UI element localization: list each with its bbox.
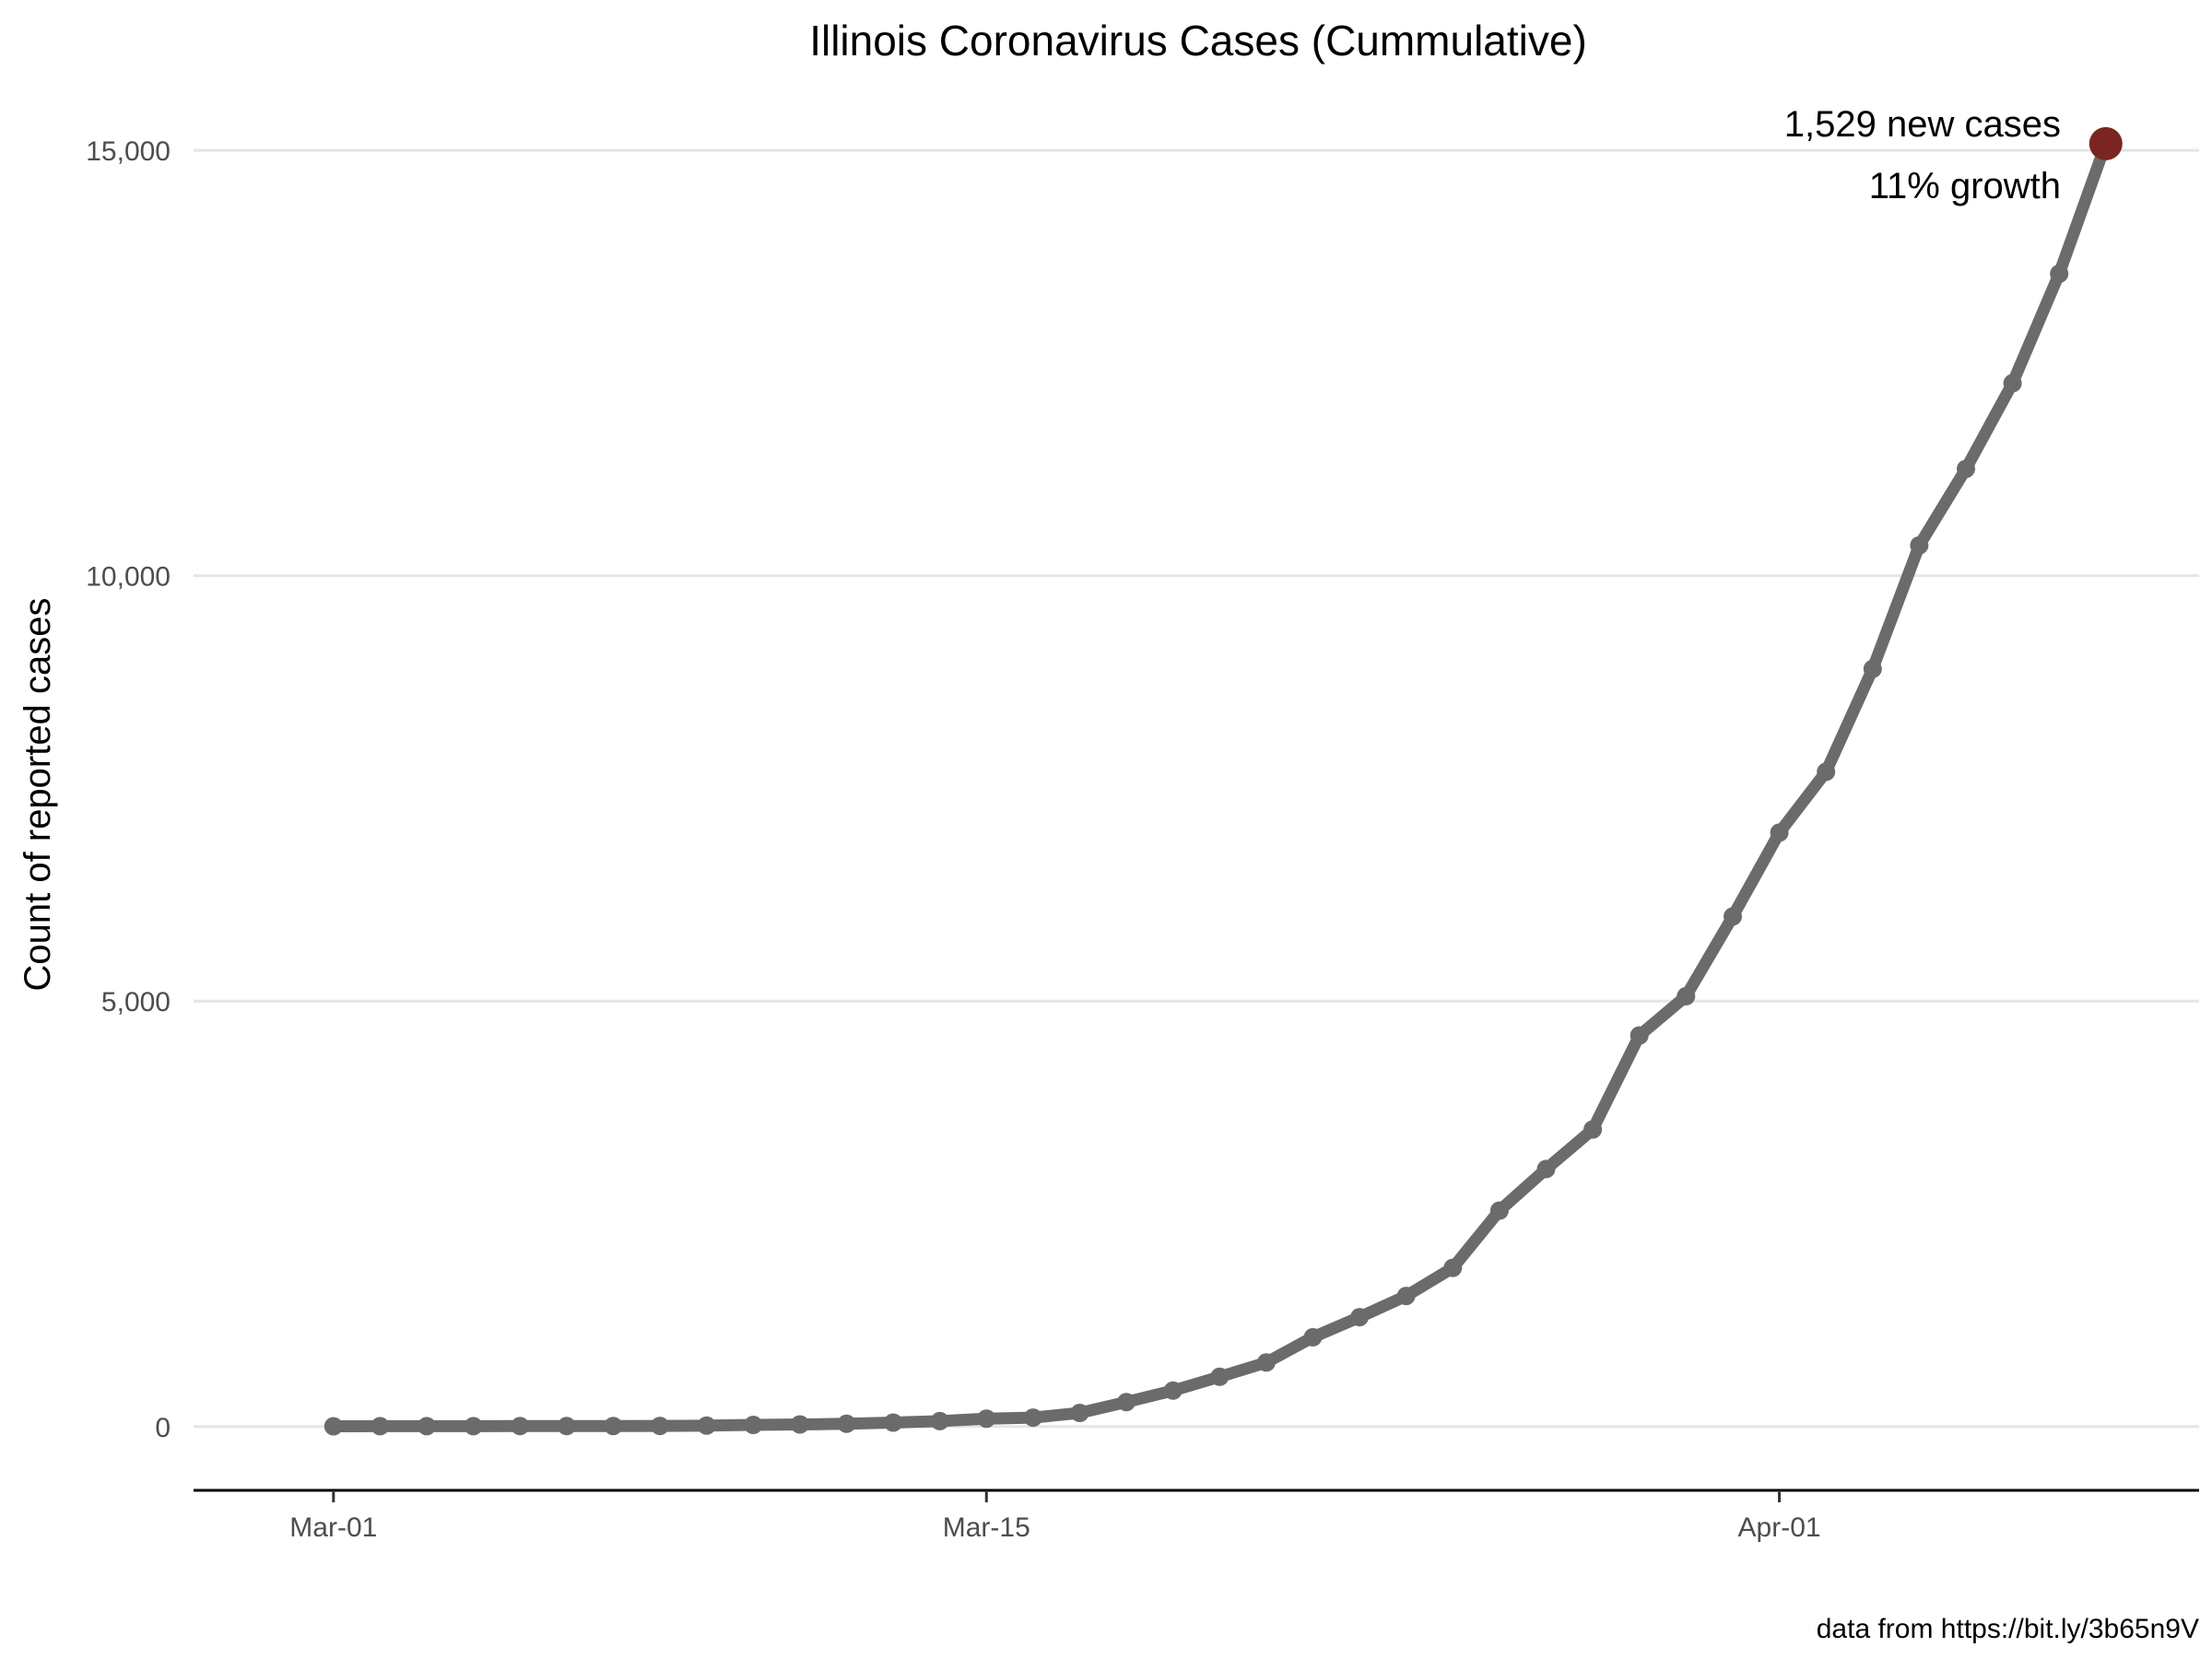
data-point (930, 1411, 949, 1430)
data-point (1070, 1404, 1089, 1422)
data-point (1023, 1408, 1042, 1428)
data-point (2050, 265, 2069, 283)
data-point (604, 1417, 623, 1436)
data-point (837, 1414, 856, 1433)
data-point (371, 1417, 390, 1436)
data-point (1210, 1367, 1230, 1386)
data-point (1256, 1353, 1276, 1372)
y-axis-label: Count of reported cases (18, 598, 58, 992)
data-point (464, 1417, 483, 1436)
data-source-caption: data from https://bit.ly/3b65n9V (1817, 1614, 2199, 1644)
data-point (1117, 1393, 1136, 1412)
x-axis-ticks: Mar-01 Mar-15 Apr-01 (289, 1490, 1821, 1543)
data-point (324, 1417, 343, 1436)
data-points (324, 126, 2123, 1436)
gridlines (194, 148, 2199, 1429)
data-point (1677, 986, 1696, 1006)
y-tick-label: 5,000 (101, 987, 171, 1018)
x-tick-label: Mar-15 (943, 1512, 1030, 1543)
data-point (1724, 907, 1742, 926)
annotation-growth: 11% growth (1869, 166, 2061, 206)
data-point (1350, 1308, 1370, 1327)
data-point (1396, 1287, 1416, 1306)
data-point (1489, 1201, 1509, 1220)
data-point (418, 1417, 436, 1436)
data-point (1630, 1026, 1649, 1045)
series-line (327, 137, 2112, 1432)
y-tick-label: 10,000 (86, 562, 171, 593)
highlight-point (2088, 126, 2123, 160)
data-point (557, 1417, 576, 1436)
data-point (697, 1416, 716, 1435)
data-point (511, 1417, 530, 1436)
y-axis-ticks: 0 5,000 10,000 15,000 (86, 136, 171, 1443)
annotation-new-cases: 1,529 new cases (1784, 104, 2061, 145)
y-tick-label: 0 (155, 1413, 171, 1443)
data-point (1443, 1258, 1463, 1277)
chart-title: Illinois Coronavirus Cases (Cummulative) (809, 17, 1587, 65)
data-point (2003, 373, 2022, 393)
data-point (651, 1417, 669, 1436)
data-point (1863, 659, 1882, 678)
data-point (744, 1416, 763, 1434)
data-point (790, 1415, 809, 1434)
data-point (1583, 1120, 1603, 1139)
data-point (1910, 535, 1929, 555)
data-point (1770, 823, 1789, 842)
data-point (1817, 762, 1836, 782)
data-point (884, 1413, 903, 1432)
data-point (1957, 459, 1975, 478)
y-tick-label: 15,000 (86, 136, 171, 167)
data-point (1536, 1159, 1556, 1179)
data-point (1163, 1381, 1182, 1400)
x-tick-label: Mar-01 (289, 1512, 377, 1543)
x-tick-label: Apr-01 (1738, 1512, 1821, 1543)
data-point (1303, 1327, 1323, 1347)
data-point (977, 1409, 996, 1429)
